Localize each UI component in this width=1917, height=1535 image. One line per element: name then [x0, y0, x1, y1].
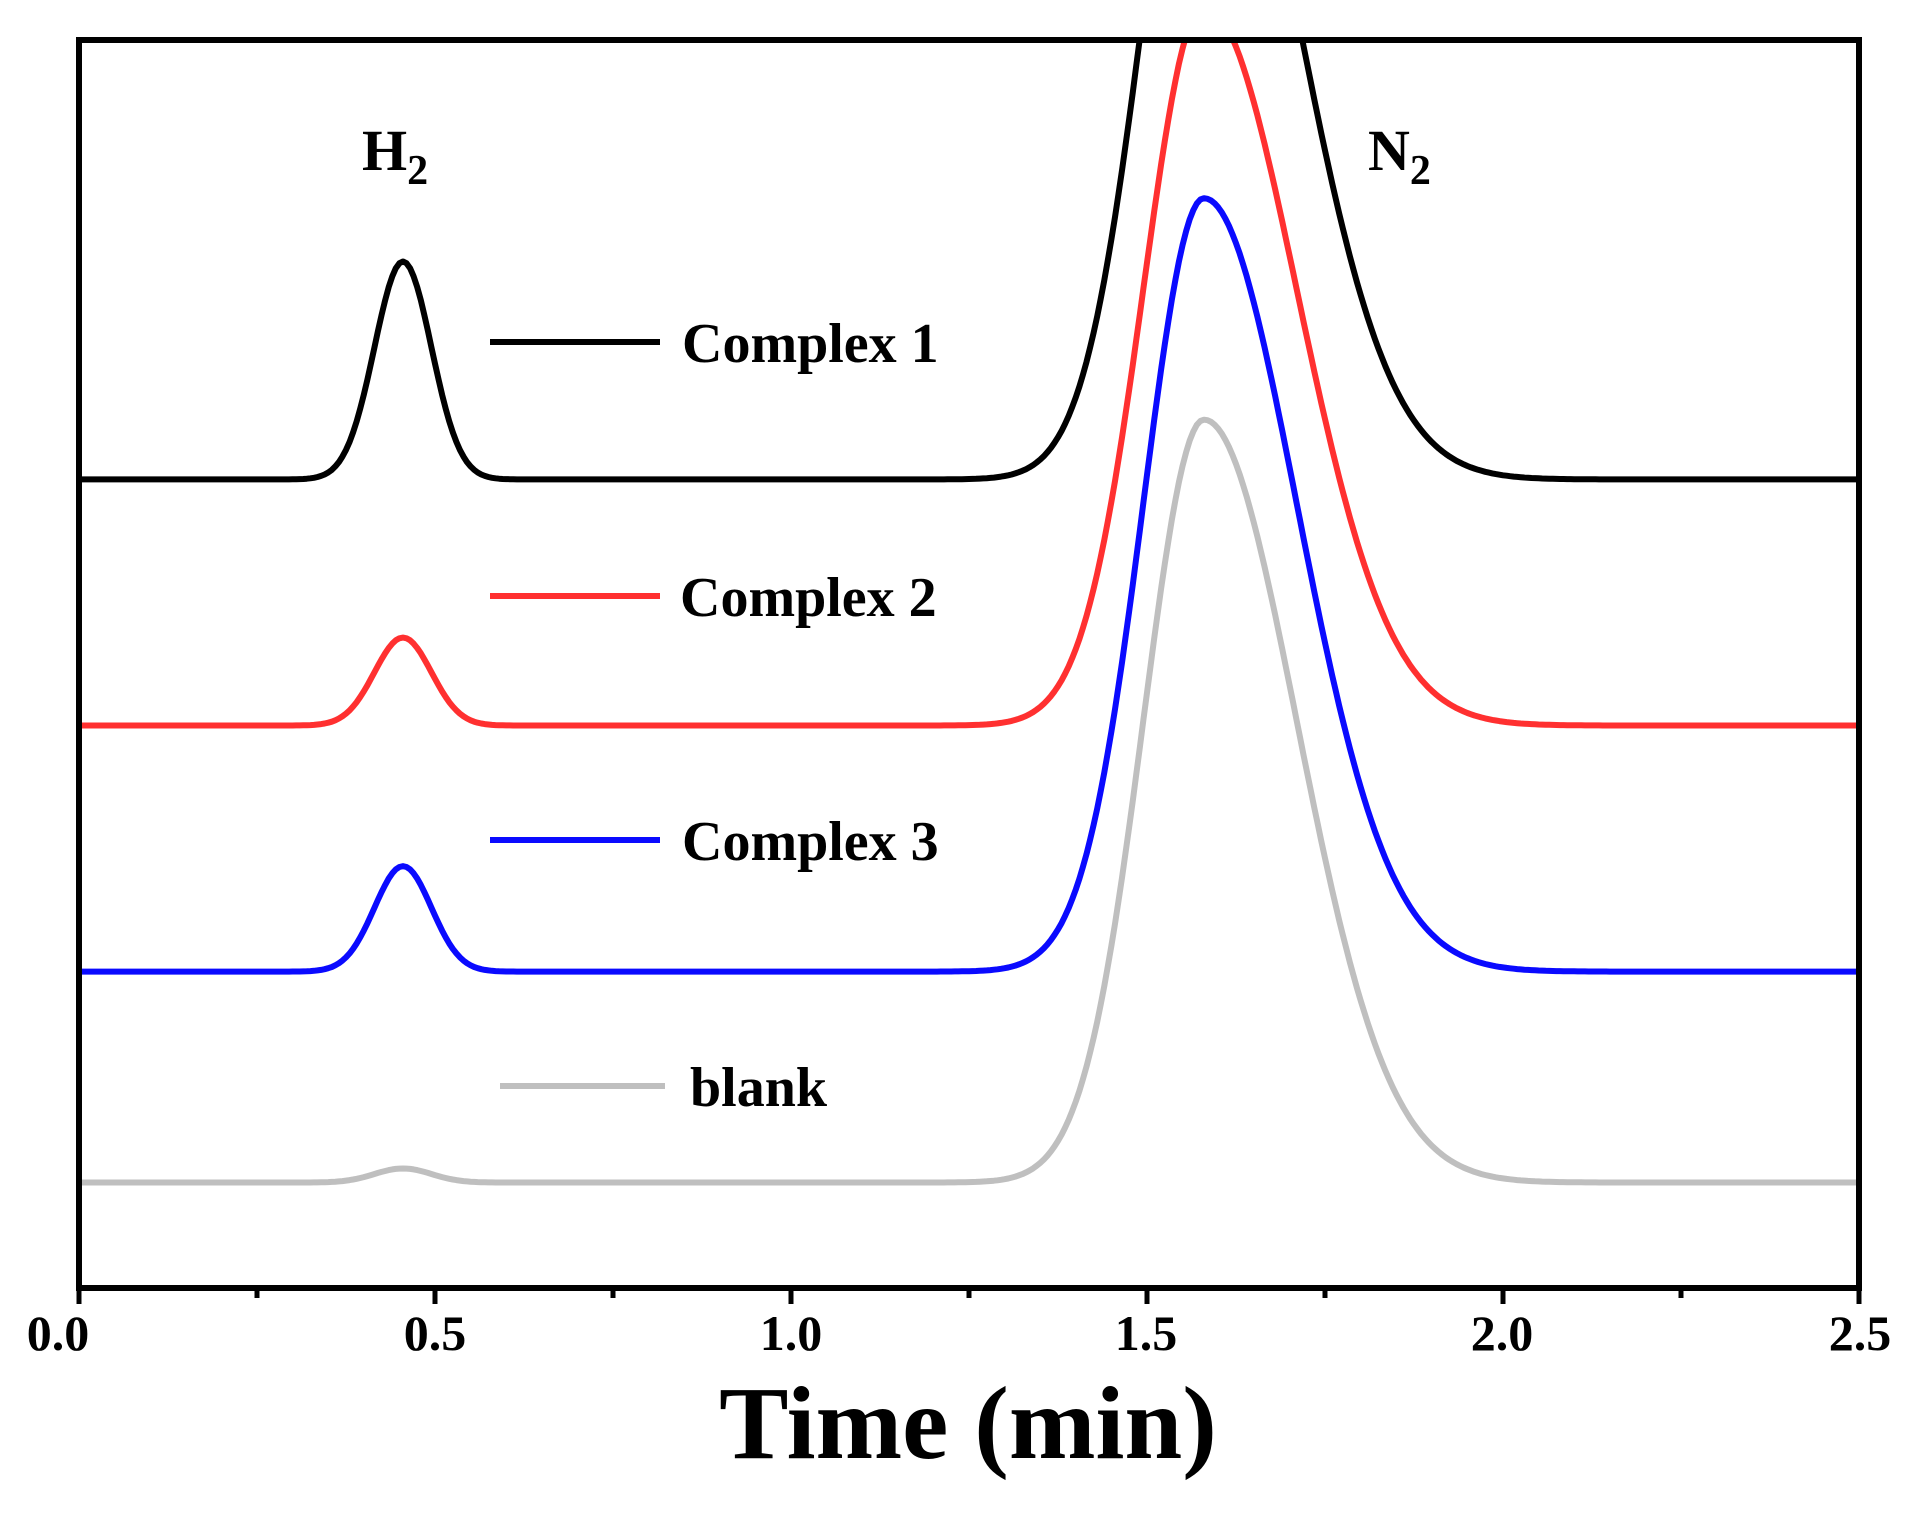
- series-line-complex-3: [79, 195, 1859, 975]
- x-tick-label-4: 2.0: [1471, 1305, 1534, 1361]
- x-tick-label-3: 1.5: [1115, 1305, 1178, 1361]
- legend-label-complex-3: Complex 3: [682, 811, 939, 873]
- legend: Complex 1 Complex 2 Complex 3 blank: [490, 313, 939, 1119]
- x-axis-title: Time (min): [719, 1366, 1217, 1481]
- series-line-complex-1: [79, 40, 1859, 483]
- plot-frame: [76, 37, 1862, 1291]
- x-tick-label-2: 1.0: [760, 1305, 823, 1361]
- series-line-blank: [79, 416, 1859, 1186]
- x-axis-tick-labels: 0.0 0.5 1.0 1.5 2.0 2.5: [27, 1305, 1892, 1361]
- n2-peak-label: N2: [1368, 118, 1431, 194]
- series-layer: [79, 40, 1859, 1186]
- series-line-complex-2: [79, 40, 1859, 729]
- x-tick-label-0: 0.0: [27, 1305, 90, 1361]
- x-axis-ticks: [76, 1288, 1862, 1304]
- legend-label-complex-1: Complex 1: [682, 313, 939, 375]
- x-tick-label-5: 2.5: [1829, 1305, 1892, 1361]
- h2-peak-label: H2: [362, 118, 428, 194]
- legend-label-complex-2: Complex 2: [680, 567, 937, 629]
- legend-label-blank: blank: [690, 1057, 828, 1119]
- x-tick-label-1: 0.5: [404, 1305, 467, 1361]
